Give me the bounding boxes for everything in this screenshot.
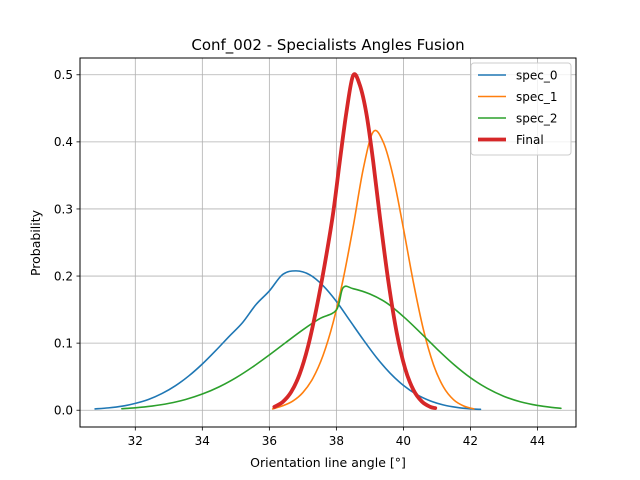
x-tick-label: 34 bbox=[195, 434, 210, 448]
legend: spec_0 spec_1 spec_2 Final bbox=[470, 62, 572, 156]
x-tick-label: 32 bbox=[128, 434, 143, 448]
y-tick-label: 0.0 bbox=[54, 404, 73, 418]
plot-frame bbox=[79, 57, 577, 428]
ticks: 32 34 36 38 40 42 44 0.0 0.1 0.2 0.3 0.4 0.5 bbox=[54, 68, 545, 448]
y-axis-label: Probability bbox=[28, 209, 43, 276]
grid bbox=[80, 58, 576, 427]
legend-label: Final bbox=[516, 133, 544, 147]
legend-label: spec_1 bbox=[516, 90, 557, 104]
legend-box bbox=[470, 62, 572, 156]
x-tick-label: 36 bbox=[262, 434, 277, 448]
series-layer bbox=[94, 72, 562, 411]
chart-title: Conf_002 - Specialists Angles Fusion bbox=[191, 36, 464, 55]
series-line-final bbox=[272, 72, 438, 410]
y-tick-label: 0.5 bbox=[54, 68, 73, 82]
x-tick-label: 40 bbox=[396, 434, 411, 448]
y-tick-label: 0.4 bbox=[54, 135, 73, 149]
x-tick-label: 44 bbox=[530, 434, 545, 448]
series-line-spec-1 bbox=[271, 129, 475, 410]
legend-label: spec_0 bbox=[516, 68, 557, 82]
x-tick-label: 42 bbox=[463, 434, 478, 448]
y-tick-label: 0.2 bbox=[54, 269, 73, 283]
x-axis-label: Orientation line angle [°] bbox=[250, 455, 406, 470]
y-tick-label: 0.3 bbox=[54, 202, 73, 216]
x-tick-label: 38 bbox=[329, 434, 344, 448]
y-tick-label: 0.1 bbox=[54, 336, 73, 350]
series-line-spec-2 bbox=[121, 285, 562, 410]
legend-label: spec_2 bbox=[516, 111, 557, 125]
